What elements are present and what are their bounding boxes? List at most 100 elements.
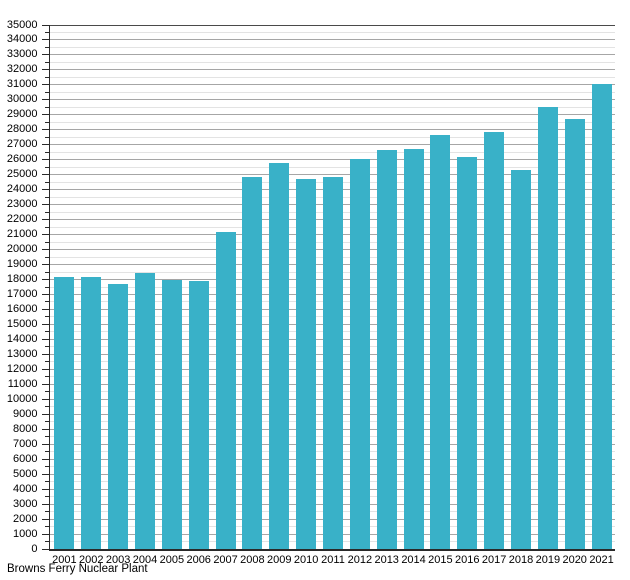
- y-tick-label: 28000: [6, 123, 38, 136]
- y-tick-label: 35000: [6, 18, 38, 31]
- x-label-2011: 2011: [321, 554, 345, 566]
- y-tick-label: 26000: [6, 153, 38, 166]
- bar-2017: [484, 132, 505, 549]
- y-tick-label: 24000: [6, 183, 38, 196]
- bar-2018: [511, 170, 531, 549]
- y-tick-minor: [44, 496, 49, 498]
- y-tick-label: 0: [31, 542, 38, 555]
- y-tick-minor: [44, 136, 49, 138]
- y-tick-major: [41, 293, 49, 295]
- bar-2002: [81, 276, 102, 549]
- y-tick-label: 8000: [13, 422, 38, 435]
- y-gridline-minor: [49, 121, 615, 123]
- y-tick-label: 19000: [6, 258, 38, 271]
- y-tick-minor: [44, 526, 49, 528]
- y-tick-label: 11000: [7, 377, 38, 390]
- bar-2014: [403, 148, 424, 549]
- y-tick-major: [41, 323, 49, 325]
- y-gridline-minor: [49, 136, 615, 138]
- y-tick-minor: [44, 331, 49, 333]
- y-tick-major: [41, 219, 49, 221]
- y-gridline-major: [49, 54, 615, 56]
- bar-2006: [188, 281, 209, 549]
- x-label-2009: 2009: [267, 554, 292, 566]
- y-tick-major: [41, 383, 49, 385]
- bar-2001: [54, 277, 75, 549]
- x-label-2003: 2003: [105, 554, 131, 566]
- y-tick-minor: [44, 271, 49, 273]
- y-gridline-minor: [49, 61, 615, 63]
- bar-2011: [323, 176, 343, 549]
- y-tick-label: 33000: [6, 48, 38, 61]
- y-tick-major: [41, 279, 49, 280]
- y-tick-label: 6000: [13, 452, 38, 465]
- y-tick-major: [41, 114, 49, 116]
- y-tick-major: [41, 308, 49, 310]
- y-gridline-minor: [49, 76, 615, 78]
- y-tick-minor: [44, 421, 49, 423]
- y-tick-minor: [44, 316, 49, 318]
- y-tick-label: 12000: [6, 362, 38, 375]
- y-tick-label: 14000: [6, 332, 38, 345]
- y-tick-label: 30000: [6, 93, 38, 106]
- y-gridline-minor: [49, 151, 615, 153]
- y-tick-minor: [44, 511, 49, 513]
- y-tick-minor: [44, 61, 49, 63]
- y-tick-minor: [44, 106, 49, 108]
- bar-2016: [457, 156, 478, 549]
- y-tick-label: 15000: [6, 317, 38, 330]
- y-tick-label: 1000: [13, 527, 38, 540]
- y-tick-minor: [44, 31, 49, 33]
- y-tick-label: 23000: [6, 198, 38, 211]
- y-tick-major: [41, 39, 49, 41]
- y-tick-major: [41, 503, 49, 505]
- y-tick-minor: [44, 361, 49, 363]
- y-gridline-major: [49, 24, 615, 26]
- y-tick-major: [41, 368, 49, 370]
- x-label-2014: 2014: [401, 554, 426, 566]
- y-tick-major: [41, 533, 49, 535]
- y-tick-minor: [44, 286, 49, 288]
- y-tick-major: [41, 249, 49, 251]
- y-tick-minor: [44, 391, 49, 393]
- x-label-2015: 2015: [428, 554, 453, 566]
- y-tick-major: [41, 473, 49, 475]
- bar-2009: [269, 163, 290, 549]
- y-tick-label: 18000: [6, 273, 38, 285]
- x-label-2012: 2012: [347, 554, 373, 566]
- y-tick-major: [41, 353, 49, 355]
- y-tick-major: [41, 398, 49, 400]
- y-gridline-major: [49, 129, 615, 131]
- x-label-2017: 2017: [481, 554, 507, 566]
- y-tick-minor: [44, 406, 49, 408]
- y-gridline-major: [49, 114, 615, 116]
- y-tick-minor: [44, 241, 49, 243]
- bar-2010: [296, 179, 317, 549]
- y-tick-major: [41, 458, 49, 460]
- y-tick-minor: [44, 121, 49, 123]
- y-tick-label: 13000: [6, 347, 38, 360]
- y-tick-minor: [44, 346, 49, 348]
- bar-2007: [215, 231, 236, 549]
- bar-2021: [591, 84, 612, 549]
- y-tick-label: 9000: [13, 407, 38, 420]
- y-tick-label: 31000: [6, 78, 38, 91]
- y-tick-label: 20000: [6, 243, 38, 256]
- y-gridline-major: [49, 69, 615, 71]
- y-tick-minor: [44, 166, 49, 168]
- x-label-2005: 2005: [159, 554, 185, 566]
- y-tick-minor: [44, 376, 49, 378]
- y-tick-minor: [44, 451, 49, 453]
- y-tick-minor: [44, 466, 49, 468]
- y-tick-minor: [44, 541, 49, 542]
- bar-2015: [430, 135, 451, 549]
- x-label-2001: 2001: [52, 554, 77, 566]
- x-label-2002: 2002: [79, 554, 104, 566]
- y-tick-label: 21000: [6, 228, 38, 241]
- x-label-2021: 2021: [589, 554, 614, 566]
- y-tick-major: [41, 548, 49, 550]
- y-gridline-minor: [49, 91, 615, 93]
- y-tick-major: [41, 234, 49, 236]
- chart-caption: Browns Ferry Nuclear Plant: [7, 563, 148, 575]
